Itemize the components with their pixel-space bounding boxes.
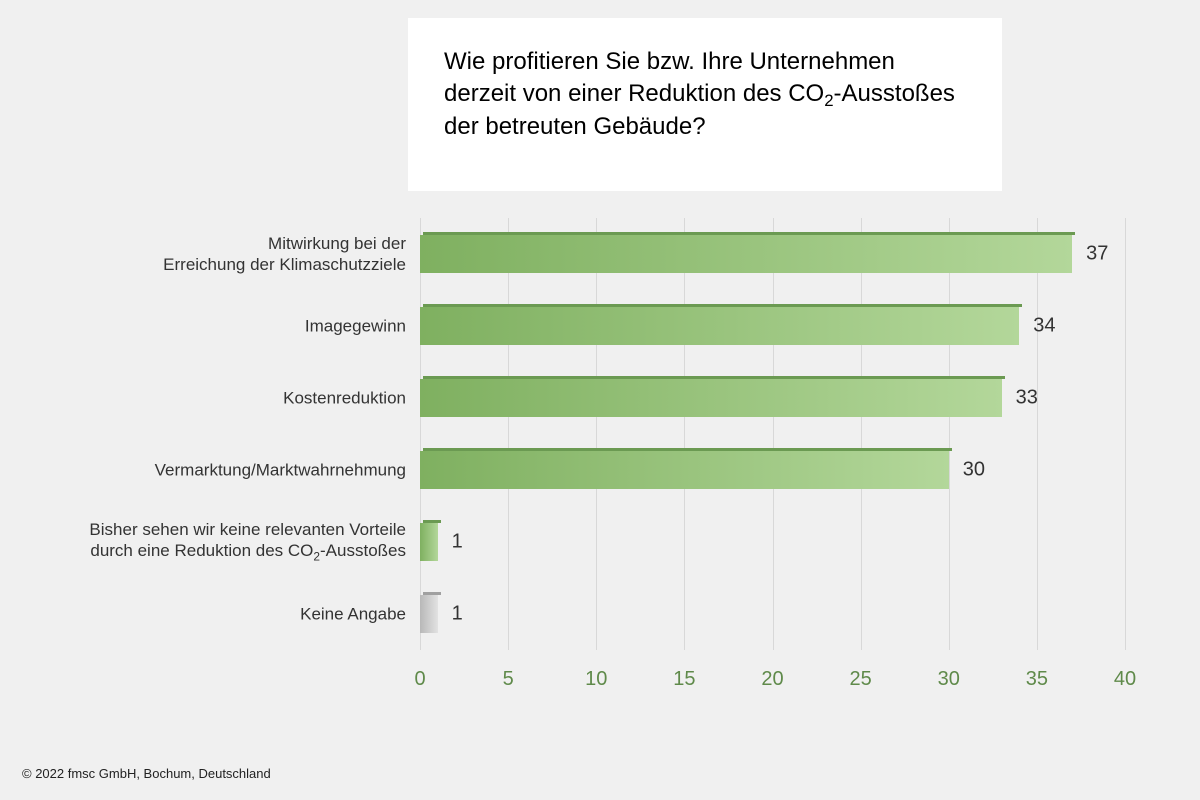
bar-face [420, 379, 1002, 417]
bar [420, 523, 438, 561]
x-axis-tick: 25 [850, 668, 872, 691]
bar-chart: 0 5 10 15 20 25 30 35 40 Mitwirkung bei derErreic… [0, 0, 1200, 800]
x-axis-tick: 30 [938, 668, 960, 691]
chart-row: Imagegewinn 34 [0, 290, 1200, 362]
x-axis-tick: 15 [673, 668, 695, 691]
bar-value: 1 [452, 603, 463, 626]
bar-label: Bisher sehen wir keine relevanten Vortei… [6, 519, 406, 565]
chart-row: Kostenreduktion 33 [0, 362, 1200, 434]
bar-label: Vermarktung/Marktwahrnehmung [6, 459, 406, 480]
bar-value: 34 [1033, 315, 1055, 338]
bar-label: Kostenreduktion [6, 387, 406, 408]
x-axis-tick: 10 [585, 668, 607, 691]
chart-row: Bisher sehen wir keine relevanten Vortei… [0, 506, 1200, 578]
x-axis-tick: 5 [503, 668, 514, 691]
x-axis-tick: 0 [414, 668, 425, 691]
bar-value: 1 [452, 531, 463, 554]
bar [420, 235, 1072, 273]
bar-face [420, 307, 1019, 345]
bar-value: 33 [1016, 387, 1038, 410]
bar-label: Keine Angabe [6, 603, 406, 624]
x-axis-tick: 20 [761, 668, 783, 691]
chart-row: Keine Angabe 1 [0, 578, 1200, 650]
bar-label: Imagegewinn [6, 315, 406, 336]
chart-row: Vermarktung/Marktwahrnehmung 30 [0, 434, 1200, 506]
bar-face [420, 523, 438, 561]
bar [420, 379, 1002, 417]
bar-face [420, 451, 949, 489]
bar-face [420, 595, 438, 633]
bar [420, 595, 438, 633]
bar-label: Mitwirkung bei derErreichung der Klimasc… [6, 233, 406, 276]
x-axis-tick: 35 [1026, 668, 1048, 691]
bar [420, 451, 949, 489]
x-axis-tick: 40 [1114, 668, 1136, 691]
chart-row: Mitwirkung bei derErreichung der Klimasc… [0, 218, 1200, 290]
bar [420, 307, 1019, 345]
bar-value: 37 [1086, 243, 1108, 266]
copyright-text: © 2022 fmsc GmbH, Bochum, Deutschland [22, 766, 271, 781]
bar-face [420, 235, 1072, 273]
bar-value: 30 [963, 459, 985, 482]
